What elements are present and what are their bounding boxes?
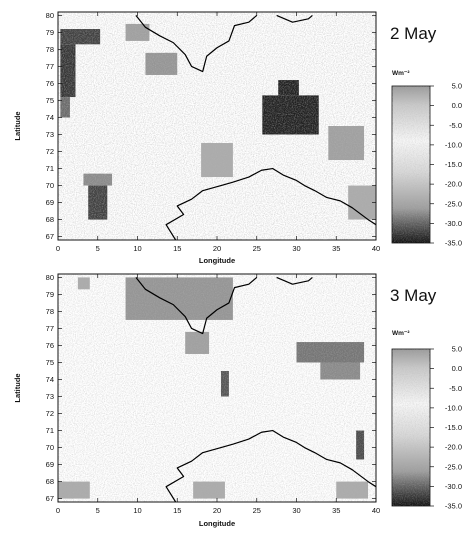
y-tick-label: 80 [46, 273, 54, 282]
x-tick-label: 20 [213, 244, 221, 253]
x-tick-label: 30 [292, 506, 300, 515]
coastline-svalbard_east [276, 14, 313, 23]
y-tick-label: 77 [46, 324, 54, 333]
y-tick-label: 80 [46, 11, 54, 20]
x-tick-label: 15 [173, 506, 181, 515]
colorbar-tick-label: -30.0 [445, 219, 462, 228]
x-tick-label: 25 [253, 244, 261, 253]
x-ticks: 0 5 10 15 20 25 30 35 40 [56, 12, 380, 253]
y-tick-label: 70 [46, 443, 54, 452]
y-tick-label: 72 [46, 409, 54, 418]
colorbar-grain [392, 349, 430, 506]
coastlines [135, 276, 377, 503]
x-tick-label: 15 [173, 244, 181, 253]
coastline-svalbard_east [276, 276, 313, 285]
y-tick-label: 68 [46, 215, 54, 224]
y-tick-label: 75 [46, 358, 54, 367]
x-tick-label: 0 [56, 506, 60, 515]
colorbar-tick-label: 5.0 [452, 345, 462, 354]
y-tick-label: 74 [46, 375, 54, 384]
y-tick-label: 78 [46, 307, 54, 316]
colorbar-ticks: 5.0 0.0 -5.0 -10.0 -15.0 -20.0 -25.0 -30.0 -35.0 [430, 345, 462, 511]
x-tick-label: 30 [292, 244, 300, 253]
colorbar-tick-label: -20.0 [445, 443, 462, 452]
panel-3-may: 0 5 10 15 20 25 30 35 40 80 79 78 77 76 75 74 73 72 71 70 6… [13, 273, 462, 528]
colorbar-tick-label: -15.0 [445, 160, 462, 169]
panel-2-may: 0 5 10 15 20 25 30 35 40 80 79 78 77 76 75 74 73 72 71 70 6… [13, 11, 462, 265]
colorbar-ticks: 5.0 0.0 -5.0 -10.0 -15.0 -20.0 -25.0 -30.0 -35.0 [430, 82, 462, 248]
x-tick-label: 0 [56, 244, 60, 253]
y-tick-label: 70 [46, 181, 54, 190]
x-tick-label: 5 [96, 506, 100, 515]
y-tick-label: 79 [46, 28, 54, 37]
colorbar-tick-label: -25.0 [445, 199, 462, 208]
x-tick-label: 35 [332, 244, 340, 253]
y-tick-label: 75 [46, 96, 54, 105]
x-axis-label: Longitude [199, 256, 235, 265]
colorbar-tick-label: 0.0 [452, 101, 462, 110]
y-tick-label: 71 [46, 164, 54, 173]
colorbar-tick-label: -35.0 [445, 239, 462, 248]
x-tick-label: 40 [372, 244, 380, 253]
y-tick-label: 71 [46, 426, 54, 435]
y-tick-label: 67 [46, 494, 54, 503]
date-label: 2 May [390, 24, 437, 43]
coastline-svalbard [135, 276, 258, 335]
y-tick-label: 76 [46, 79, 54, 88]
y-tick-label: 79 [46, 290, 54, 299]
colorbar-unit: Wm⁻² [392, 70, 410, 77]
colorbar-tick-label: -30.0 [445, 482, 462, 491]
y-tick-label: 67 [46, 232, 54, 241]
y-tick-label: 69 [46, 460, 54, 469]
colorbar-tick-label: -5.0 [449, 384, 462, 393]
y-tick-label: 73 [46, 392, 54, 401]
y-axis-label: Latitude [13, 373, 22, 402]
colorbar-tick-label: -5.0 [449, 121, 462, 130]
colorbar-grain [392, 86, 430, 243]
coastline-svalbard [135, 14, 258, 73]
y-tick-label: 77 [46, 62, 54, 71]
y-tick-label: 76 [46, 341, 54, 350]
x-ticks: 0 5 10 15 20 25 30 35 40 [56, 274, 380, 515]
x-tick-label: 20 [213, 506, 221, 515]
y-ticks: 80 79 78 77 76 75 74 73 72 71 70 69 68 67 [46, 273, 376, 503]
colorbar-tick-label: -10.0 [445, 140, 462, 149]
grain-overlay [58, 12, 376, 240]
coastlines [135, 14, 377, 241]
x-tick-label: 10 [133, 506, 141, 515]
date-label: 3 May [390, 286, 437, 305]
colorbar-tick-label: 5.0 [452, 82, 462, 91]
colorbar-tick-label: -10.0 [445, 403, 462, 412]
x-tick-label: 25 [253, 506, 261, 515]
x-tick-label: 10 [133, 244, 141, 253]
x-tick-label: 5 [96, 244, 100, 253]
colorbar-tick-label: -15.0 [445, 423, 462, 432]
colorbar-tick-label: -25.0 [445, 462, 462, 471]
y-tick-label: 73 [46, 130, 54, 139]
y-ticks: 80 79 78 77 76 75 74 73 72 71 70 69 68 67 [46, 11, 376, 241]
y-axis-label: Latitude [13, 111, 22, 140]
coastline-norway [165, 429, 377, 503]
y-tick-label: 68 [46, 477, 54, 486]
y-tick-label: 69 [46, 198, 54, 207]
colorbar-tick-label: -35.0 [445, 502, 462, 511]
colorbar-unit: Wm⁻² [392, 330, 410, 337]
y-tick-label: 72 [46, 147, 54, 156]
y-tick-label: 74 [46, 113, 54, 122]
x-axis-label: Longitude [199, 519, 235, 528]
grain-overlay [58, 274, 376, 502]
x-tick-label: 40 [372, 506, 380, 515]
y-tick-label: 78 [46, 45, 54, 54]
colorbar-tick-label: 0.0 [452, 364, 462, 373]
colorbar-tick-label: -20.0 [445, 180, 462, 189]
coastline-norway [165, 167, 377, 241]
x-tick-label: 35 [332, 506, 340, 515]
